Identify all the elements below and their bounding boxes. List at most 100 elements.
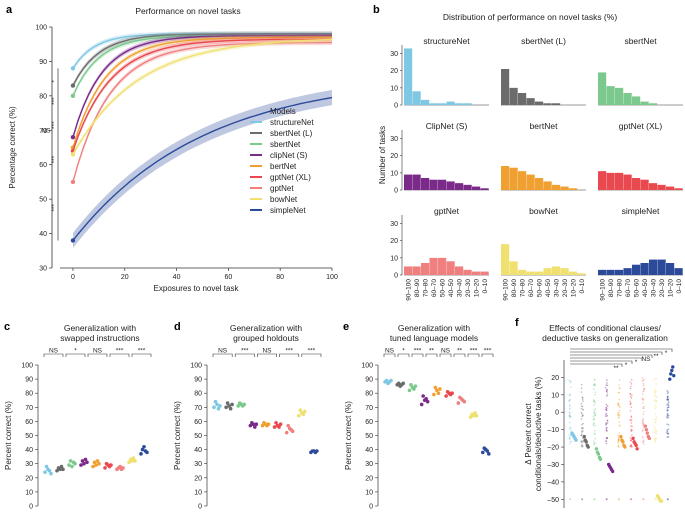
task-point-structureNet xyxy=(568,438,571,440)
significance-bracket xyxy=(212,353,233,357)
task-point-bertNet xyxy=(618,424,621,427)
task-point-structureNet xyxy=(568,433,570,436)
task-point-bertNet xyxy=(617,434,619,437)
task-point-structureNet xyxy=(568,399,571,402)
x-tick-label: 50–60 xyxy=(633,279,640,297)
y-tick-label: 20 xyxy=(365,475,373,482)
x-tick-label: 50–60 xyxy=(439,279,446,297)
task-point-bertNet xyxy=(618,416,621,418)
task-point-gptNet (XL) xyxy=(630,446,632,448)
task-point-sbertNet (L) xyxy=(581,405,583,407)
task-point-bertNet xyxy=(617,438,620,441)
task-point-bowNet xyxy=(655,389,657,392)
data-point-gptNet (XL) xyxy=(450,391,454,396)
task-point-bertNet xyxy=(617,413,620,416)
task-point-clipNet (S) xyxy=(605,406,607,409)
task-point-clipNet (S) xyxy=(605,428,607,431)
task-point-clipNet (S) xyxy=(605,423,608,425)
task-point-gptNet xyxy=(642,419,644,421)
task-point-clipNet (S) xyxy=(606,419,609,422)
task-point-clipNet (S) xyxy=(606,407,608,410)
significance-label: *** xyxy=(51,155,58,163)
histogram-bar xyxy=(569,271,578,275)
task-point-sbertNet (L) xyxy=(581,405,583,408)
task-point-sbertNet (L) xyxy=(581,397,584,399)
histogram-bar xyxy=(598,269,607,275)
data-point-gptNet (XL) xyxy=(444,394,448,398)
task-point-gptNet xyxy=(643,388,646,391)
task-point-sbertNet xyxy=(592,424,595,426)
task-point-bowNet xyxy=(654,391,656,394)
task-point-sbertNet xyxy=(594,408,597,410)
data-point-sbertNet (L) xyxy=(396,381,401,386)
task-point-simpleNet xyxy=(666,412,669,415)
x-tick-label: 0–10 xyxy=(482,279,489,294)
task-point-clipNet (S) xyxy=(606,389,608,392)
task-point-bowNet xyxy=(654,437,656,440)
task-point-sbertNet (L) xyxy=(581,396,584,398)
mean-point-simpleNet xyxy=(668,377,672,381)
task-point-simpleNet xyxy=(667,395,669,398)
task-point-gptNet xyxy=(643,387,646,390)
histogram-bar xyxy=(598,72,607,105)
histogram-bar xyxy=(526,271,535,275)
mean-point-clipNet (S) xyxy=(610,469,615,474)
task-point-structureNet xyxy=(569,404,571,406)
task-point-sbertNet xyxy=(593,422,596,424)
data-point-bowNet xyxy=(131,456,136,460)
task-point-simpleNet xyxy=(666,417,668,419)
task-point-gptNet (XL) xyxy=(629,410,632,412)
significance-bracket xyxy=(109,353,130,357)
y-tick-label: 80 xyxy=(39,93,47,100)
data-point-clipNet (S) xyxy=(251,422,256,427)
panel-f-title-line1: Effects of conditional clauses/ xyxy=(549,323,661,333)
panel-b-label: b xyxy=(373,4,380,16)
floor-point-bowNet xyxy=(654,498,657,501)
task-point-bowNet xyxy=(655,396,658,399)
x-tick-label: 90–100 xyxy=(599,279,606,301)
task-point-sbertNet (L) xyxy=(581,427,583,430)
task-point-simpleNet xyxy=(666,397,669,400)
task-point-simpleNet xyxy=(666,423,668,425)
task-point-bertNet xyxy=(617,403,619,405)
histogram-bar xyxy=(560,186,569,190)
task-point-simpleNet xyxy=(667,403,669,405)
task-point-gptNet (XL) xyxy=(629,445,631,447)
histogram-bar xyxy=(640,179,649,190)
y-tick-label: 90 xyxy=(365,377,373,384)
panel-d-label: d xyxy=(174,321,181,333)
panel-b: b Distribution of performance on novel t… xyxy=(373,4,683,301)
data-point-simpleNet xyxy=(485,449,490,453)
task-point-simpleNet xyxy=(666,392,669,395)
subplot-title-simpleNet: simpleNet xyxy=(622,206,660,216)
task-point-bertNet xyxy=(618,432,621,434)
panel-c-label: c xyxy=(4,321,10,333)
histogram-bar xyxy=(632,178,641,190)
task-point-gptNet (XL) xyxy=(630,419,633,422)
x-tick-label: 70–80 xyxy=(519,279,526,297)
histogram-bar xyxy=(412,91,421,105)
data-point-bertNet xyxy=(432,392,436,397)
data-point-simpleNet xyxy=(480,450,485,455)
y-tick-label: 30 xyxy=(194,461,202,468)
task-point-clipNet (S) xyxy=(605,409,608,412)
y-tick-label: –40 xyxy=(547,479,559,486)
task-point-structureNet xyxy=(569,415,572,418)
task-point-simpleNet xyxy=(666,432,669,435)
task-point-structureNet xyxy=(568,414,570,417)
legend-label-sbertNet: sbertNet xyxy=(270,140,301,149)
task-point-structureNet xyxy=(568,436,571,439)
x-tick-label: 20–30 xyxy=(465,279,472,297)
y-tick-label: 20 xyxy=(390,153,398,160)
task-point-sbertNet (L) xyxy=(581,445,583,448)
task-point-simpleNet xyxy=(666,414,669,417)
panel-e-label: e xyxy=(343,321,349,333)
significance-label: *** xyxy=(51,121,58,129)
task-point-clipNet (S) xyxy=(606,419,609,422)
task-point-bowNet xyxy=(654,421,657,424)
y-tick-label: 10 xyxy=(551,392,559,399)
histogram-bar xyxy=(438,257,447,275)
task-point-structureNet xyxy=(569,435,572,438)
x-tick-label: 60–70 xyxy=(528,279,535,297)
x-tick-label: 30–40 xyxy=(650,279,657,297)
